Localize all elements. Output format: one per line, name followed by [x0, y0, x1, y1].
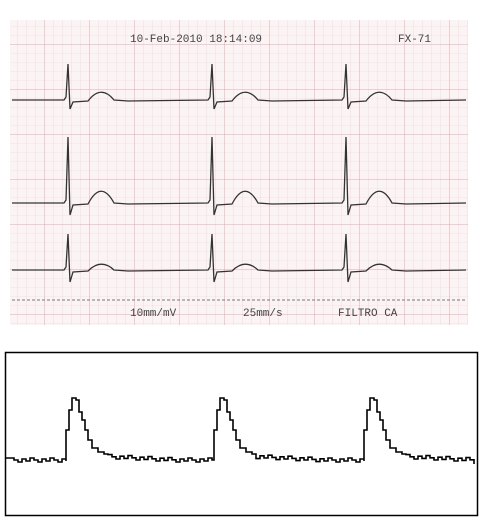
- waveform-box: [6, 353, 478, 516]
- recording-datetime: 10-Feb-2010 18:14:09: [130, 34, 262, 46]
- ecg-grid: [10, 20, 468, 325]
- filter-setting: FILTRO CA: [338, 308, 398, 320]
- page: 10-Feb-2010 18:14:09 FX-71 10mm/mV 25mm/…: [0, 0, 479, 517]
- gain-setting: 10mm/mV: [130, 308, 177, 320]
- device-id: FX-71: [398, 34, 431, 46]
- speed-setting: 25mm/s: [243, 308, 283, 320]
